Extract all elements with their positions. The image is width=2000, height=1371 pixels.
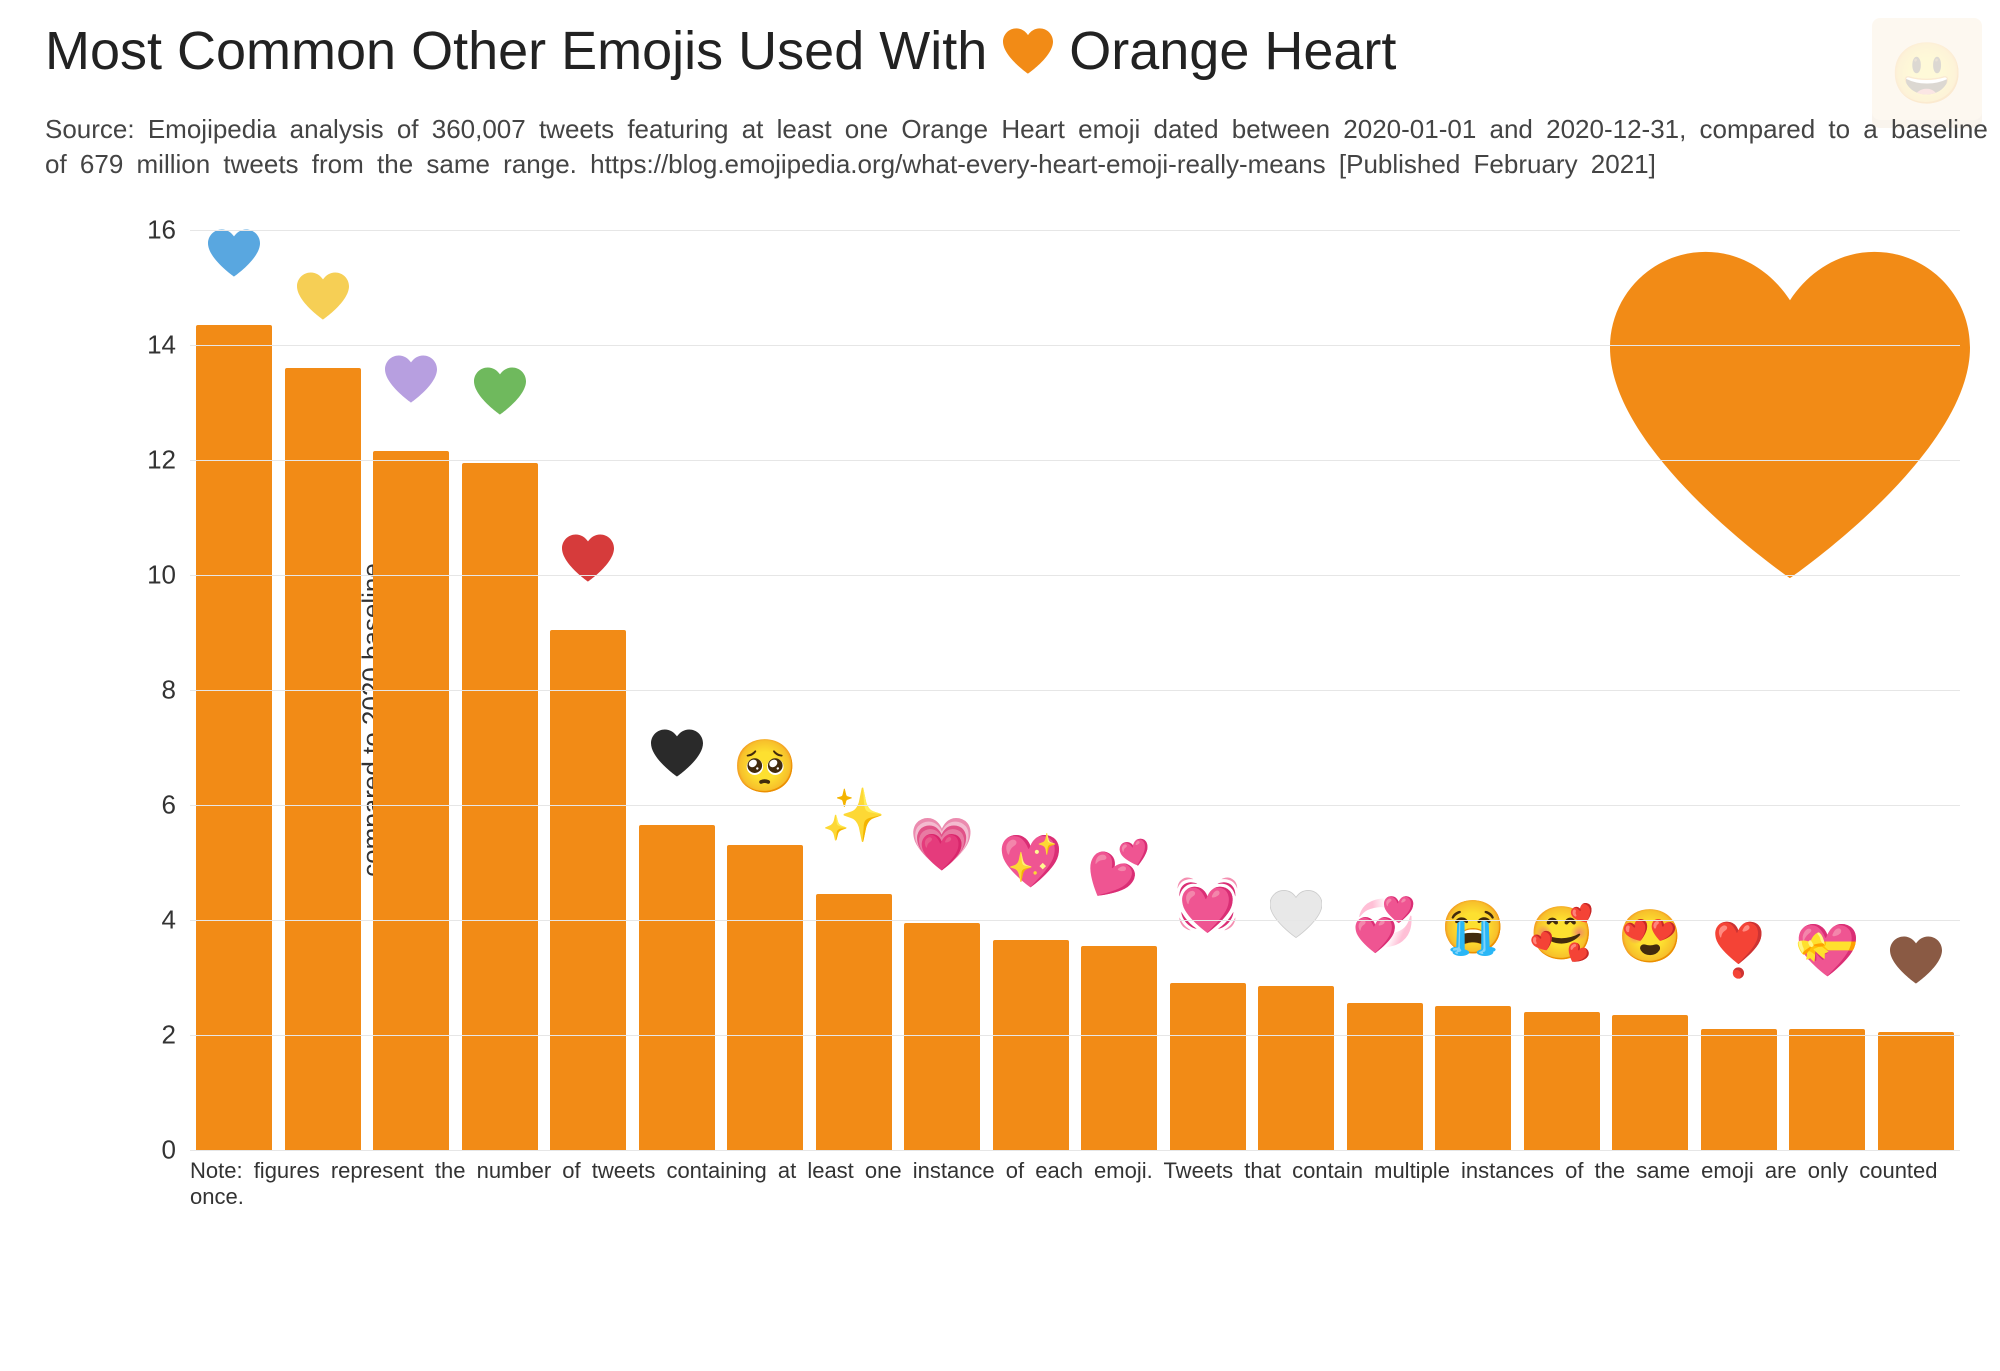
gridline [190,230,1960,231]
revolving-hearts-icon: 💞 [1352,899,1417,951]
bar-chart: % more likely to appear alongside a Yell… [130,230,1960,1210]
heart-with-ribbon-icon: 💝 [1795,925,1860,977]
bar-rect [1258,986,1334,1150]
purple-heart-icon [385,355,437,403]
title-prefix: Most Common Other Emojis Used With [45,20,987,82]
smiling-hearts-icon: 🥰 [1529,908,1594,960]
gridline [190,345,1960,346]
y-tick-label: 16 [147,215,190,246]
loudly-crying-face-icon: 😭 [1441,902,1506,954]
bar-rect [373,451,449,1150]
chart-title: Most Common Other Emojis Used With Orang… [45,20,1396,82]
bar-rect [816,894,892,1150]
heart-eyes-icon: 😍 [1618,911,1683,963]
y-tick-label: 0 [162,1135,190,1166]
sparkling-heart-icon: 💖 [998,836,1063,888]
heart-exclamation-icon: ❣️ [1706,925,1771,977]
y-tick-label: 2 [162,1020,190,1051]
bar-rect [196,325,272,1150]
pleading-face-icon: 🥺 [733,741,798,793]
black-heart-icon [651,729,703,777]
y-tick-label: 8 [162,675,190,706]
y-tick-label: 14 [147,330,190,361]
sparkles-icon: ✨ [821,790,886,842]
gridline [190,805,1960,806]
growing-heart-icon: 💗 [910,819,975,871]
brown-heart-icon [1890,936,1942,984]
yellow-heart-icon [297,272,349,320]
gridline [190,460,1960,461]
bar-rect [1524,1012,1600,1150]
plot-area: 🥺✨💗💖💕💓 💞😭🥰😍❣️💝 0246810121416 [190,230,1960,1150]
bar-rect [1081,946,1157,1150]
bar-rect [285,368,361,1150]
chart-footnote: Note: figures represent the number of tw… [190,1158,1960,1210]
bar-rect [727,845,803,1150]
bar-rect [639,825,715,1150]
two-hearts-icon: 💕 [1087,842,1152,894]
green-heart-icon [474,367,526,415]
gridline [190,1035,1960,1036]
y-tick-label: 12 [147,445,190,476]
gridline [190,690,1960,691]
beating-heart-icon: 💓 [1175,879,1240,931]
y-tick-label: 4 [162,905,190,936]
source-text: Source: Emojipedia analysis of 360,007 t… [45,112,2000,182]
bar-rect [1170,983,1246,1150]
orange-heart-icon [1003,28,1053,74]
bar-rect [462,463,538,1150]
bar-rect [1789,1029,1865,1150]
y-tick-label: 10 [147,560,190,591]
white-heart-icon [1270,890,1322,938]
y-tick-label: 6 [162,790,190,821]
bar-rect [1878,1032,1954,1150]
bar-rect [993,940,1069,1150]
bar-rect [1347,1003,1423,1150]
bar-rect [1435,1006,1511,1150]
gridline [190,575,1960,576]
title-suffix: Orange Heart [1069,20,1396,82]
bar-rect [1701,1029,1777,1150]
blue-heart-icon [208,229,260,277]
gridline [190,1150,1960,1151]
bar-rect [550,630,626,1150]
bar-rect [904,923,980,1150]
gridline [190,920,1960,921]
